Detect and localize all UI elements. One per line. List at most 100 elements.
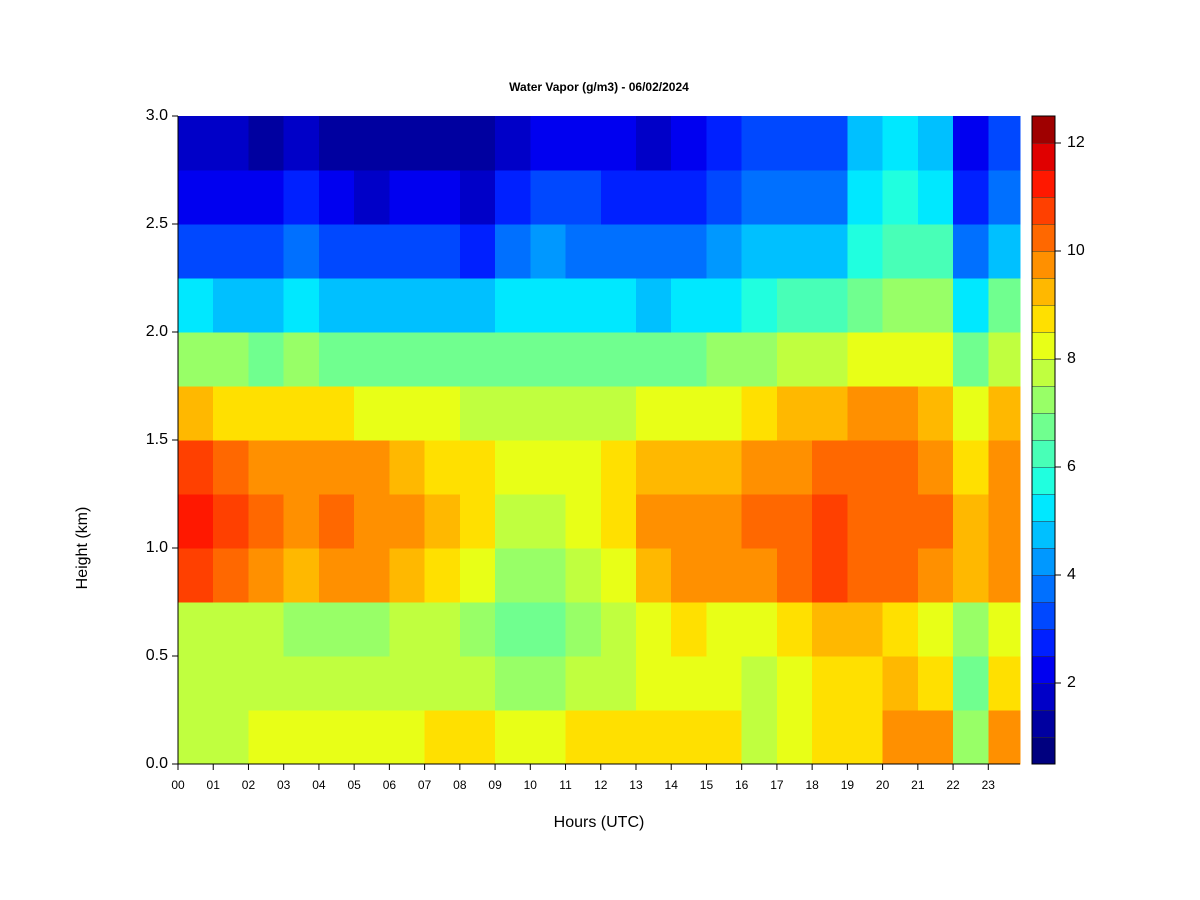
heatmap-cell: [953, 386, 989, 441]
heatmap-cell: [917, 224, 954, 279]
heatmap-cell: [847, 386, 884, 441]
x-tick-label: 19: [841, 778, 855, 792]
heatmap-cell: [882, 440, 919, 495]
heatmap-cell: [882, 656, 919, 711]
heatmap-cell: [706, 386, 743, 441]
heatmap-cell: [706, 224, 743, 279]
heatmap-cell: [600, 602, 637, 657]
heatmap-cell: [635, 548, 672, 603]
heatmap-cell: [635, 116, 672, 171]
heatmap-cell: [318, 602, 355, 657]
heatmap-cell: [283, 656, 320, 711]
colorbar-tick-label: 12: [1067, 134, 1085, 151]
heatmap-cell: [600, 440, 637, 495]
heatmap-cell: [882, 224, 919, 279]
heatmap-cell: [178, 116, 214, 171]
heatmap-cell: [354, 494, 390, 549]
heatmap-cell: [495, 170, 531, 225]
x-tick-label: 14: [665, 778, 679, 792]
heatmap-cell: [882, 332, 919, 387]
heatmap-cell: [389, 548, 426, 603]
heatmap-cell: [495, 710, 531, 765]
heatmap-cell: [953, 548, 989, 603]
heatmap-cell: [283, 494, 320, 549]
heatmap-cell: [318, 116, 355, 171]
x-tick-label: 04: [312, 778, 326, 792]
heatmap-cell: [178, 170, 214, 225]
colorbar-swatch: [1031, 493, 1056, 522]
heatmap-cell: [318, 278, 355, 333]
heatmap-cell: [178, 656, 214, 711]
heatmap-cell: [283, 116, 320, 171]
heatmap-cell: [671, 278, 707, 333]
heatmap-cell: [424, 224, 461, 279]
heatmap-cell: [741, 656, 778, 711]
heatmap-cell: [283, 332, 320, 387]
x-tick-label: 13: [629, 778, 643, 792]
x-tick-label: 15: [700, 778, 714, 792]
heatmap-cell: [213, 494, 249, 549]
heatmap-cell: [424, 656, 461, 711]
heatmap-cell: [213, 602, 249, 657]
heatmap-cell: [988, 332, 1021, 387]
colorbar-swatch: [1031, 736, 1056, 765]
heatmap-cell: [706, 548, 743, 603]
heatmap-cell: [812, 116, 848, 171]
heatmap-cell: [741, 224, 778, 279]
heatmap-cell: [741, 440, 778, 495]
heatmap-cell: [812, 170, 848, 225]
heatmap-cell: [389, 170, 426, 225]
heatmap-cell: [953, 278, 989, 333]
x-tick-label: 06: [383, 778, 397, 792]
heatmap-cell: [248, 602, 285, 657]
colorbar-swatch: [1031, 709, 1056, 738]
heatmap-cell: [847, 494, 884, 549]
heatmap-cell: [318, 170, 355, 225]
x-tick-label: 11: [559, 778, 572, 792]
heatmap-cell: [917, 656, 954, 711]
heatmap-cell: [354, 116, 390, 171]
heatmap-cell: [495, 224, 531, 279]
heatmap-cell: [178, 710, 214, 765]
heatmap-cell: [565, 386, 602, 441]
heatmap-cell: [495, 278, 531, 333]
heatmap-cell: [776, 116, 813, 171]
heatmap-cell: [706, 602, 743, 657]
heatmap-cell: [917, 278, 954, 333]
heatmap-cell: [847, 548, 884, 603]
heatmap-cell: [812, 440, 848, 495]
heatmap-cell: [953, 170, 989, 225]
heatmap-cell: [600, 116, 637, 171]
colorbar-frame: [1031, 115, 1056, 765]
heatmap-cell: [953, 224, 989, 279]
heatmap-cell: [248, 656, 285, 711]
heatmap-cell: [530, 386, 567, 441]
heatmap-cell: [213, 440, 249, 495]
heatmap-cell: [847, 332, 884, 387]
heatmap-cell: [213, 170, 249, 225]
x-tick-label: 18: [805, 778, 819, 792]
x-tick-label: 01: [207, 778, 221, 792]
heatmap-cell: [248, 386, 285, 441]
heatmap-cell: [459, 332, 496, 387]
heatmap-cell: [565, 440, 602, 495]
heatmap-cell: [178, 494, 214, 549]
heatmap-cell: [706, 710, 743, 765]
colorbar-swatch: [1031, 466, 1056, 495]
heatmap-cell: [953, 116, 989, 171]
heatmap-cell: [671, 224, 707, 279]
heatmap-cell: [741, 170, 778, 225]
heatmap-cell: [354, 278, 390, 333]
heatmap-cell: [635, 332, 672, 387]
heatmap-cell: [635, 602, 672, 657]
colorbar-tick-label: 8: [1067, 350, 1076, 367]
x-tick-label: 03: [277, 778, 291, 792]
heatmap-cell: [459, 224, 496, 279]
heatmap-cell: [354, 548, 390, 603]
heatmap-cell: [354, 602, 390, 657]
heatmap-cell: [248, 710, 285, 765]
heatmap-cell: [917, 386, 954, 441]
x-tick-label: 02: [242, 778, 256, 792]
heatmap-cell: [424, 440, 461, 495]
heatmap-cell: [424, 494, 461, 549]
